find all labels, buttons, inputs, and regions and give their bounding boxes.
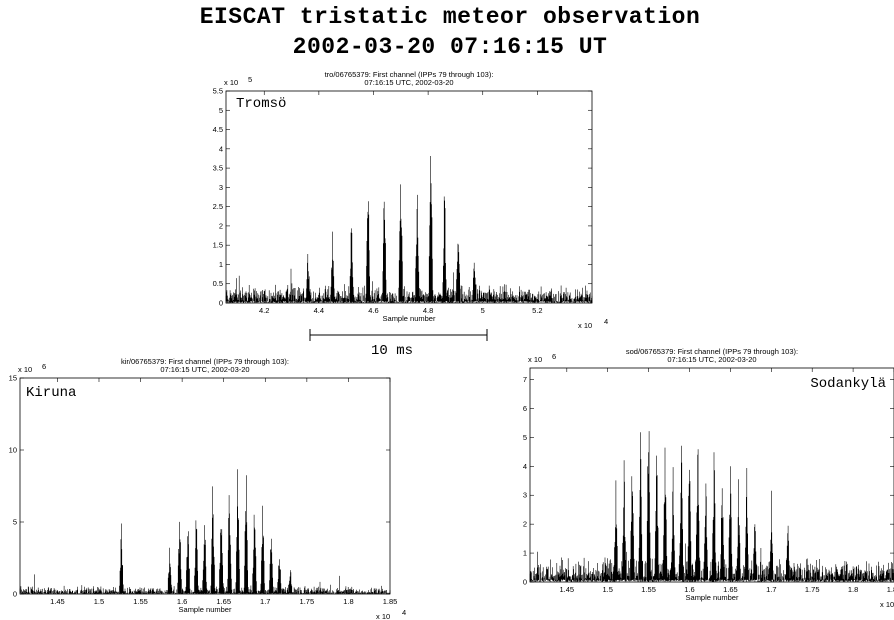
x-tick-label: 5	[481, 306, 485, 315]
y-tick-label: 2	[219, 221, 223, 230]
plot-frame	[225, 90, 593, 304]
x-tick-label: 1.8	[343, 597, 353, 606]
x-tick-label: 1.45	[50, 597, 65, 606]
x-exponent: 4	[604, 317, 608, 326]
x-exponent: 4	[402, 608, 406, 617]
y-exponent-label: x 10	[528, 355, 542, 364]
plot-title-line: sod/06765379: First channel (IPPs 79 thr…	[626, 347, 798, 356]
x-tick-label: 5.2	[532, 306, 542, 315]
y-exponent: 6	[552, 352, 556, 361]
y-exponent-label: x 10	[224, 78, 238, 87]
signal-trace	[225, 156, 593, 303]
x-tick-label: 1.7	[766, 585, 776, 594]
x-axis-label: Sample number	[383, 314, 436, 323]
plot-sodankyl: sod/06765379: First channel (IPPs 79 thr…	[523, 347, 894, 609]
y-tick-label: 15	[9, 374, 17, 383]
station-label: Tromsö	[236, 96, 286, 112]
y-tick-label: 1	[523, 549, 527, 558]
x-tick-label: 4.6	[368, 306, 378, 315]
x-tick-label: 1.8	[848, 585, 858, 594]
y-tick-label: 10	[9, 446, 17, 455]
scale-bar-label: 10 ms	[371, 343, 413, 359]
y-tick-label: 4	[523, 462, 527, 471]
y-tick-label: 2	[523, 520, 527, 529]
y-tick-label: 3.5	[213, 164, 223, 173]
plot-frame	[529, 367, 894, 583]
figure-title: EISCAT tristatic meteor observation	[199, 4, 701, 30]
plot-title-line: tro/06765379: First channel (IPPs 79 thr…	[325, 70, 494, 79]
y-exponent-label: x 10	[18, 365, 32, 374]
signal-trace	[19, 469, 391, 594]
x-axis-label: Sample number	[179, 605, 232, 614]
x-tick-label: 1.75	[300, 597, 315, 606]
y-tick-label: 1	[219, 260, 223, 269]
plot-title-line: 07:16:15 UTC, 2002-03-20	[364, 78, 453, 87]
x-exponent-label: x 10	[880, 600, 894, 609]
x-tick-label: 1.5	[602, 585, 612, 594]
station-label: Kiruna	[26, 385, 76, 401]
x-tick-label: 1.55	[641, 585, 656, 594]
x-tick-label: 1.55	[133, 597, 148, 606]
scale-bar: 10 ms	[309, 329, 488, 359]
x-tick-label: 1.65	[723, 585, 738, 594]
y-tick-label: 5	[219, 106, 223, 115]
y-exponent: 6	[42, 362, 46, 371]
y-exponent: 5	[248, 75, 252, 84]
y-tick-label: 3	[219, 183, 223, 192]
plot-kiruna: kir/06765379: First channel (IPPs 79 thr…	[9, 357, 407, 620]
y-tick-label: 0	[13, 590, 17, 599]
station-label: Sodankylä	[810, 376, 886, 392]
y-tick-label: 4.5	[213, 125, 223, 134]
y-tick-label: 5	[13, 518, 17, 527]
signal-trace	[529, 431, 894, 582]
x-exponent-label: x 10	[376, 612, 390, 620]
x-tick-label: 1.7	[260, 597, 270, 606]
x-tick-label: 1.65	[216, 597, 231, 606]
y-tick-label: 0	[219, 299, 223, 308]
y-tick-label: 7	[523, 375, 527, 384]
x-tick-label: 4.4	[314, 306, 324, 315]
x-tick-label: 1.85	[887, 585, 894, 594]
x-tick-label: 4.2	[259, 306, 269, 315]
y-tick-label: 3	[523, 491, 527, 500]
y-tick-label: 1.5	[213, 241, 223, 250]
plot-troms: tro/06765379: First channel (IPPs 79 thr…	[213, 70, 609, 330]
plot-frame	[19, 377, 391, 595]
x-tick-label: 1.6	[177, 597, 187, 606]
y-tick-label: 0	[523, 578, 527, 587]
y-tick-label: 5	[523, 433, 527, 442]
y-tick-label: 5.5	[213, 87, 223, 96]
x-tick-label: 1.75	[805, 585, 820, 594]
y-tick-label: 2.5	[213, 202, 223, 211]
x-tick-label: 1.45	[560, 585, 575, 594]
x-tick-label: 1.85	[383, 597, 398, 606]
plot-title-line: 07:16:15 UTC, 2002-03-20	[667, 355, 756, 364]
y-tick-label: 0.5	[213, 279, 223, 288]
y-tick-label: 4	[219, 144, 223, 153]
x-tick-label: 1.6	[684, 585, 694, 594]
x-tick-label: 1.5	[94, 597, 104, 606]
plot-title-line: 07:16:15 UTC, 2002-03-20	[160, 365, 249, 374]
y-tick-label: 6	[523, 404, 527, 413]
plot-title-line: kir/06765379: First channel (IPPs 79 thr…	[121, 357, 289, 366]
x-tick-label: 4.8	[423, 306, 433, 315]
figure-subtitle: 2002-03-20 07:16:15 UT	[292, 34, 608, 60]
x-axis-label: Sample number	[686, 593, 739, 602]
x-exponent-label: x 10	[578, 321, 592, 330]
